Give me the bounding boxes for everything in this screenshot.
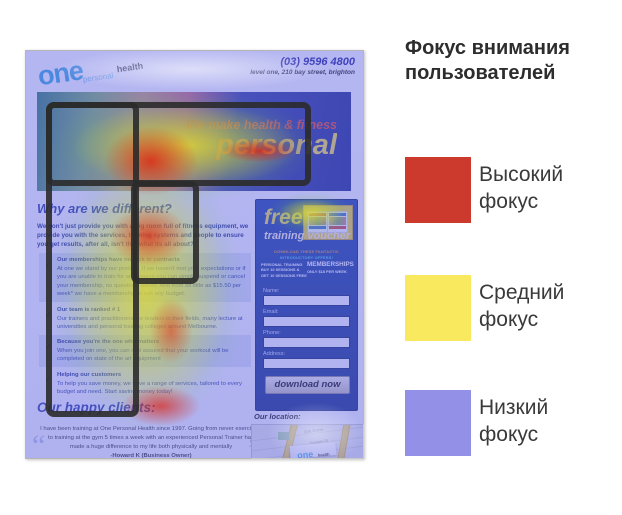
lead-form: Name: Email: Phone: Address: [263,285,350,369]
bullet-title: Because you're the one who matters [57,339,160,345]
site-header: one personal health (03) 9596 4800 level… [26,51,363,92]
low-focus-swatch [405,390,471,456]
email-label: Email: [263,309,279,315]
address-line: level one, 210 bay street, brighton [250,69,355,76]
bullet-title: Helping our customers [57,372,122,378]
webpage-screenshot: one personal health (03) 9596 4800 level… [25,50,364,466]
medium-focus-swatch [405,275,471,341]
download-now-button[interactable]: download now [265,376,350,394]
map-park [278,432,289,440]
section-heading-why-different: Why are we different? [37,201,172,216]
hero-banner: We make health & fitness personal [37,92,351,191]
phone-field[interactable] [263,337,350,348]
name-field[interactable] [263,295,350,306]
phone-label: Phone: [263,330,281,336]
logo-one-text: one [35,55,85,92]
training-voucher-headline: training voucher [264,230,351,242]
logo-health-text: health [116,60,144,75]
phone-number: (03) 9596 4800 [280,56,355,68]
intro-paragraph: We don't just provide you with a big roo… [37,223,249,249]
hero-tagline-line2: personal [186,131,337,160]
logo-personal-text: personal [82,70,114,85]
section-heading-happy-clients: Our happy clients: [37,400,156,415]
offers-row: PERSONAL TRAINING BUY 10 SESSIONS & GET … [261,261,354,278]
address-field[interactable] [263,358,350,369]
download-offers-line1: DOWNLOAD THESE FANTASTIC [274,249,339,254]
bullet-body: To help you save money, we have a range … [57,380,242,396]
bullet-item-memberships: ✓ Our memberships have no lock in contra… [39,253,251,302]
bullet-body: Our trainers and practitioners are leade… [57,315,243,331]
legend-item-high: Высокий фокус [405,157,563,223]
bullet-item-you-matter: ✓ Because you're the one who matters Whe… [39,335,251,367]
address-label: Address: [263,351,286,357]
high-focus-label: Высокий фокус [479,163,564,213]
check-icon: ✓ [45,377,51,384]
testimonial-author: -Howard K (Business Owner) [110,452,192,459]
bullet-title: Our memberships have no lock in contract… [57,257,180,263]
bullet-body: When you join one, you can rest assured … [57,347,229,363]
low-focus-label: Низкий фокус [479,396,549,446]
testimonial-text: I have been training at One Personal Hea… [40,426,262,450]
medium-focus-label: Средний фокус [479,281,565,331]
high-focus-swatch [405,157,471,223]
testimonial: I have been training at One Personal Hea… [40,425,262,460]
download-offers-line2: INTRODUCTORY OFFERS! [279,255,334,260]
location-map[interactable]: Oak Grove Cooper St one health [251,424,364,459]
hero-tagline: We make health & fitness personal [186,118,337,160]
legend-item-low: Низкий фокус [405,390,548,456]
bullet-body: At one we stand by our product. If we ha… [57,265,246,298]
bullet-item-helping-customers: ✓ Helping our customers To help you save… [39,368,251,400]
legend-title: Фокус внимания пользователей [405,37,570,84]
free-headline: free [264,206,303,229]
check-icon: ✓ [45,312,51,319]
memberships-offer-sub: ONLY $18 PER WEEK [307,269,347,275]
bullet-title: Our team is ranked # 1 [57,307,121,313]
our-location-heading: Our location: [254,412,301,421]
map-logo-marker: one health [289,442,337,458]
memberships-offer-title: MEMBERSHIPS [307,261,354,268]
check-icon: ✓ [45,344,51,351]
check-icon: ✓ [45,262,51,269]
voucher-signup-box: free training voucher DOWNLOAD THESE FAN… [255,199,358,411]
offer-left-line: GET 10 SESSIONS FREE [261,272,307,278]
email-field[interactable] [263,316,350,327]
bullet-item-team-ranked: ✓ Our team is ranked # 1 Our trainers an… [39,303,251,335]
name-label: Name: [263,288,280,294]
legend-item-medium: Средний фокус [405,275,564,341]
header-contact: (03) 9596 4800 level one, 210 bay street… [250,56,355,76]
